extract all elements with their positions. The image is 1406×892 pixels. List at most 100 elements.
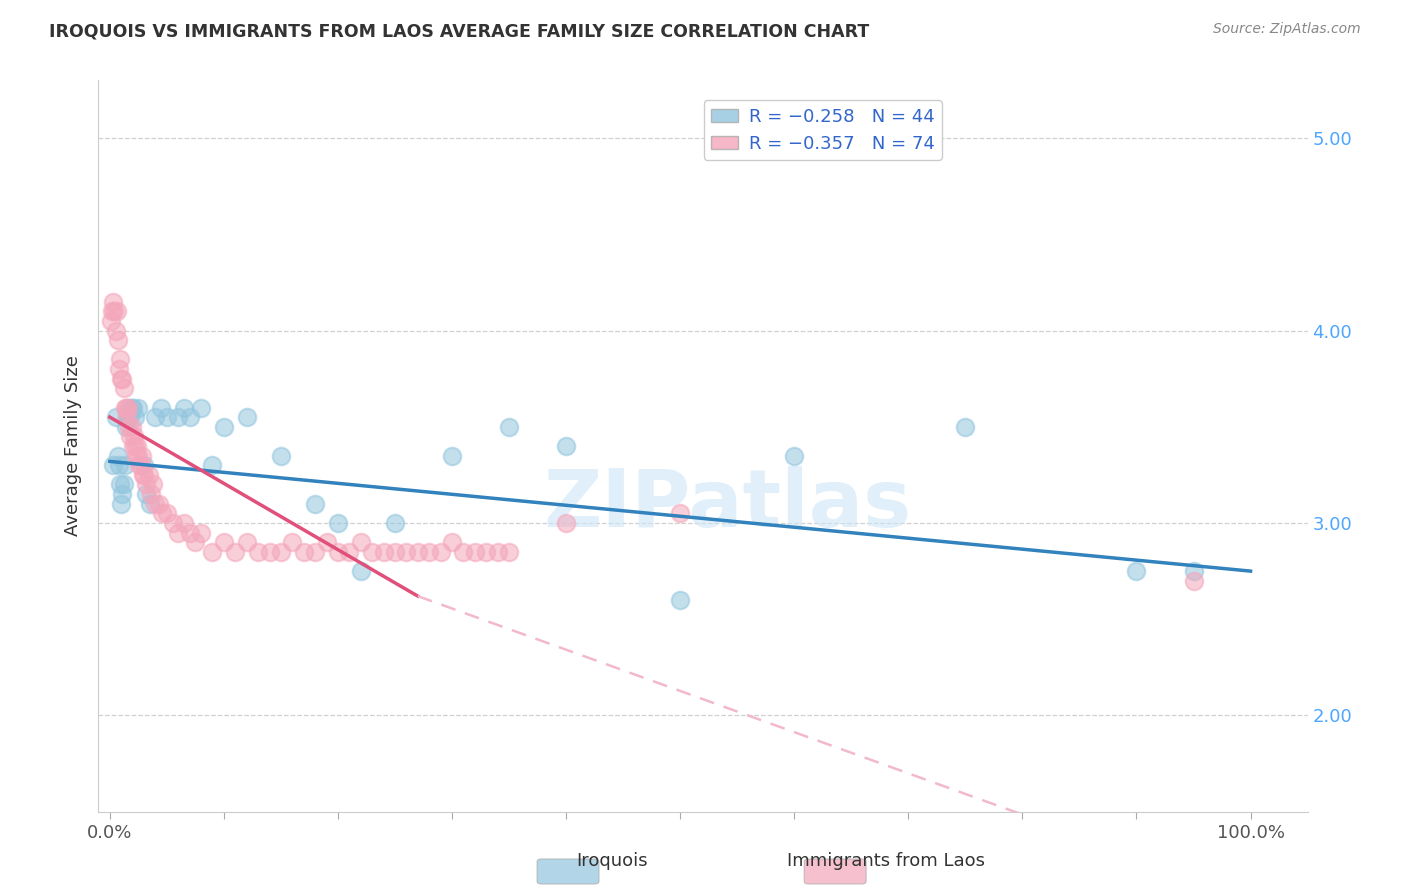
Point (124, 410, 146, 425)
Point (315, 535, 337, 549)
Point (150, 507, 173, 521)
Point (1182, 574, 1205, 588)
Point (121, 419, 143, 434)
Point (190, 401, 212, 415)
Point (475, 545, 498, 559)
Point (783, 449, 806, 463)
Point (669, 593, 692, 607)
Point (150, 401, 173, 415)
Point (135, 477, 157, 491)
Point (110, 497, 132, 511)
Y-axis label: Average Family Size: Average Family Size (65, 356, 83, 536)
Point (464, 545, 486, 559)
Point (103, 458, 125, 473)
Legend: R = −0.258   N = 44, R = −0.357   N = 74: R = −0.258 N = 44, R = −0.357 N = 74 (703, 100, 942, 160)
Point (201, 458, 224, 473)
Point (145, 497, 167, 511)
Point (669, 507, 692, 521)
Point (235, 410, 257, 425)
Point (498, 545, 520, 559)
Point (212, 419, 235, 434)
Point (167, 410, 190, 425)
Point (429, 545, 451, 559)
Point (270, 545, 292, 559)
Point (108, 477, 131, 491)
Point (122, 429, 145, 443)
Point (132, 458, 155, 473)
Point (112, 381, 135, 395)
Point (148, 497, 170, 511)
Point (350, 564, 373, 578)
Point (108, 362, 131, 376)
Point (129, 458, 152, 473)
Point (418, 545, 440, 559)
Point (406, 545, 429, 559)
Point (107, 449, 129, 463)
Point (111, 371, 134, 385)
Text: Immigrants from Laos: Immigrants from Laos (787, 852, 984, 870)
Point (350, 535, 373, 549)
Point (326, 516, 349, 530)
Point (486, 545, 509, 559)
Point (120, 410, 142, 425)
Text: Iroquois: Iroquois (576, 852, 647, 870)
Point (127, 401, 149, 415)
Point (201, 545, 224, 559)
Point (139, 487, 162, 501)
Point (118, 419, 141, 434)
Point (105, 304, 128, 318)
Point (184, 535, 207, 549)
Text: Source: ZipAtlas.com: Source: ZipAtlas.com (1213, 22, 1361, 37)
Point (110, 371, 132, 385)
Point (270, 449, 292, 463)
Point (1125, 564, 1147, 578)
Point (127, 439, 149, 453)
Point (190, 525, 212, 540)
Point (384, 516, 406, 530)
Point (112, 477, 135, 491)
Text: IROQUOIS VS IMMIGRANTS FROM LAOS AVERAGE FAMILY SIZE CORRELATION CHART: IROQUOIS VS IMMIGRANTS FROM LAOS AVERAGE… (49, 22, 869, 40)
Point (108, 352, 131, 367)
Point (114, 401, 136, 415)
Point (104, 324, 127, 338)
Point (103, 294, 125, 309)
Point (104, 410, 127, 425)
Point (120, 429, 142, 443)
Point (124, 439, 146, 453)
Text: ZIPatlas: ZIPatlas (543, 466, 911, 543)
Point (100, 314, 122, 328)
Point (304, 497, 326, 511)
Point (162, 516, 184, 530)
Point (441, 535, 464, 549)
Point (101, 304, 124, 318)
Point (121, 401, 143, 415)
Point (131, 449, 153, 463)
Point (395, 545, 418, 559)
Point (138, 467, 160, 482)
Point (127, 449, 149, 463)
Point (139, 497, 162, 511)
Point (132, 467, 155, 482)
Point (114, 458, 136, 473)
Point (179, 525, 201, 540)
Point (117, 401, 139, 415)
Point (304, 545, 326, 559)
Point (128, 458, 150, 473)
Point (555, 439, 578, 453)
Point (555, 516, 578, 530)
Point (179, 410, 201, 425)
Point (326, 545, 349, 559)
Point (235, 535, 257, 549)
Point (145, 410, 167, 425)
Point (173, 516, 195, 530)
Point (224, 545, 246, 559)
Point (121, 439, 143, 453)
Point (135, 487, 157, 501)
Point (173, 401, 195, 415)
Point (103, 304, 125, 318)
Point (114, 401, 136, 415)
Point (132, 467, 155, 482)
Point (361, 545, 384, 559)
Point (247, 545, 270, 559)
Point (117, 410, 139, 425)
